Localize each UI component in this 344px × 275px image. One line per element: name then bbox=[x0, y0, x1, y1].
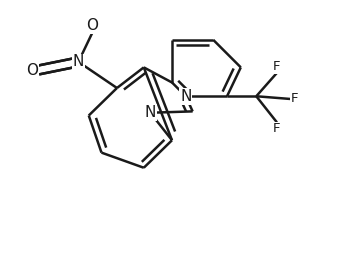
Text: O: O bbox=[26, 63, 38, 78]
Text: N: N bbox=[144, 105, 156, 120]
Text: F: F bbox=[273, 60, 281, 73]
Text: F: F bbox=[291, 92, 298, 106]
Text: N: N bbox=[180, 89, 192, 104]
Text: F: F bbox=[273, 122, 281, 135]
Text: N: N bbox=[73, 54, 84, 69]
Text: O: O bbox=[86, 18, 98, 33]
